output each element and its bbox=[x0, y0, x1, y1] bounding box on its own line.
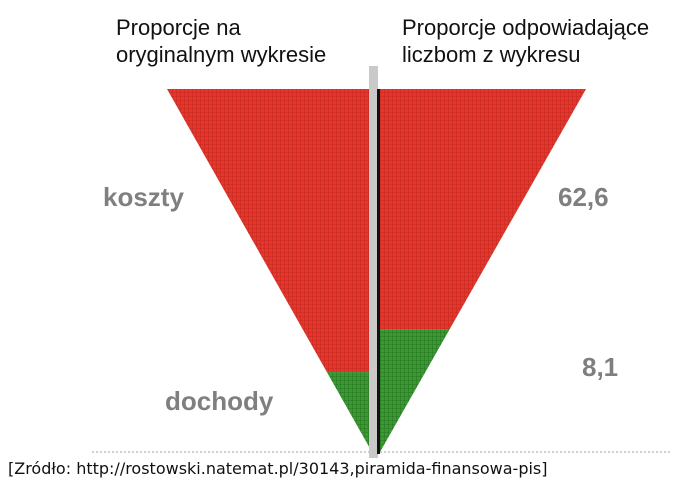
divider-gray bbox=[369, 66, 378, 458]
right-dochody-area bbox=[380, 329, 586, 452]
right-panel-header: Proporcje odpowiadające liczbom z wykres… bbox=[402, 14, 649, 68]
left-koszty-area bbox=[167, 89, 372, 373]
right-header-line-2: liczbom z wykresu bbox=[402, 42, 581, 67]
category-label-dochody: dochody bbox=[165, 386, 274, 416]
divider-black bbox=[377, 89, 380, 454]
value-label-dochody: 8,1 bbox=[582, 352, 619, 382]
left-header-line-1: Proporcje na bbox=[116, 15, 241, 40]
left-header-line-2: oryginalnym wykresie bbox=[116, 42, 327, 67]
source-citation: [Zródło: http://rostowski.natemat.pl/301… bbox=[8, 459, 548, 478]
value-label-koszty: 62,6 bbox=[558, 182, 609, 212]
right-header-line-1: Proporcje odpowiadające bbox=[402, 15, 650, 40]
category-label-koszty: koszty bbox=[103, 182, 184, 212]
left-panel-header: Proporcje na oryginalnym wykresie bbox=[116, 14, 326, 68]
